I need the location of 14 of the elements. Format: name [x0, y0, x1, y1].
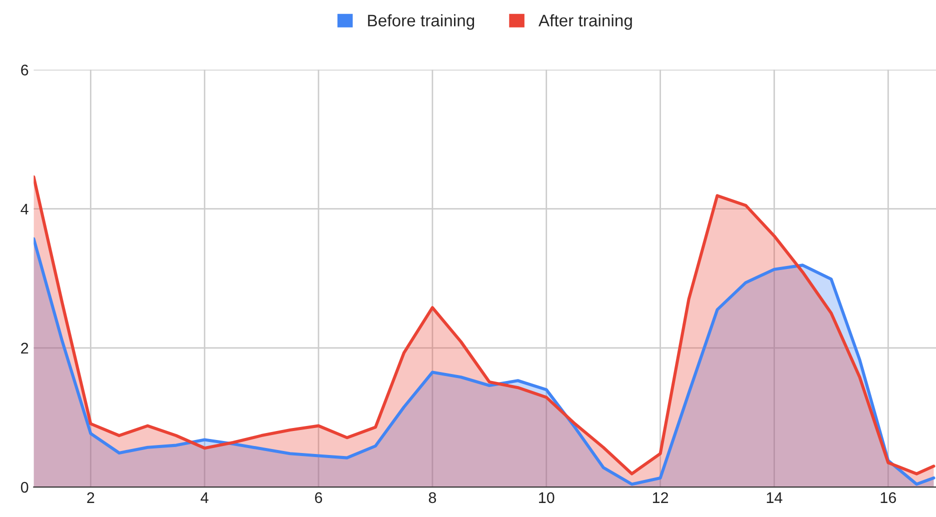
x-tick-label: 16: [880, 492, 896, 504]
y-tick-label: 6: [21, 64, 28, 76]
x-tick-label: 10: [539, 492, 554, 504]
y-tick-label: 0: [20, 482, 28, 493]
y-tick-label: 4: [20, 204, 28, 214]
x-tick-label: 12: [652, 492, 668, 503]
legend-label: After training: [538, 14, 632, 30]
x-tick-label: 8: [428, 492, 436, 504]
x-tick-label: 2: [87, 492, 94, 503]
y-tick-label: 2: [21, 342, 28, 354]
x-tick-label: 14: [766, 492, 782, 503]
x-tick-label: 4: [200, 492, 208, 503]
x-tick-label: 6: [315, 492, 322, 504]
legend-label: Before training: [368, 14, 474, 30]
